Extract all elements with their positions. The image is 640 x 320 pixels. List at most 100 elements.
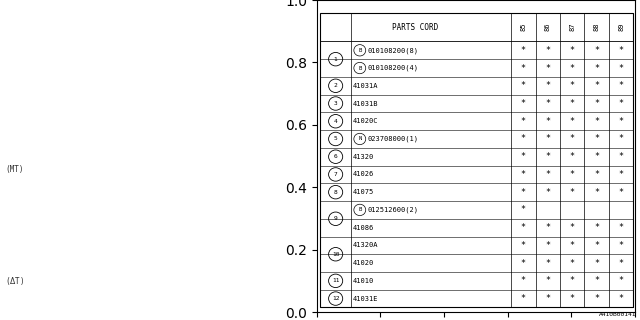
Text: 10: 10 bbox=[332, 252, 339, 257]
Text: 023708000(1): 023708000(1) bbox=[367, 136, 419, 142]
Text: *: * bbox=[521, 117, 526, 126]
Text: B: B bbox=[358, 48, 362, 53]
Text: *: * bbox=[521, 152, 526, 161]
Text: *: * bbox=[545, 170, 550, 179]
Text: 41031E: 41031E bbox=[353, 296, 378, 301]
Text: 12: 12 bbox=[332, 296, 339, 301]
Text: *: * bbox=[619, 223, 623, 232]
Text: *: * bbox=[570, 276, 575, 285]
Text: *: * bbox=[521, 99, 526, 108]
Text: *: * bbox=[570, 64, 575, 73]
Text: *: * bbox=[619, 170, 623, 179]
Text: 9: 9 bbox=[334, 216, 337, 221]
Text: *: * bbox=[570, 134, 575, 143]
Text: 41020C: 41020C bbox=[353, 118, 378, 124]
Text: 85: 85 bbox=[520, 23, 526, 31]
Text: *: * bbox=[545, 46, 550, 55]
Text: *: * bbox=[570, 152, 575, 161]
Text: 010108200(4): 010108200(4) bbox=[367, 65, 419, 71]
Text: *: * bbox=[619, 99, 623, 108]
Text: *: * bbox=[594, 117, 599, 126]
Text: 41320A: 41320A bbox=[353, 242, 378, 248]
Text: *: * bbox=[594, 81, 599, 90]
Text: *: * bbox=[594, 99, 599, 108]
Text: 41020: 41020 bbox=[353, 260, 374, 266]
Text: *: * bbox=[545, 134, 550, 143]
Text: *: * bbox=[570, 170, 575, 179]
Text: 010108200(8): 010108200(8) bbox=[367, 47, 419, 53]
Text: *: * bbox=[619, 81, 623, 90]
Text: *: * bbox=[570, 223, 575, 232]
Text: 11: 11 bbox=[332, 278, 339, 283]
Text: 87: 87 bbox=[569, 23, 575, 31]
Text: 41026: 41026 bbox=[353, 172, 374, 177]
Text: 88: 88 bbox=[594, 23, 600, 31]
Text: *: * bbox=[570, 294, 575, 303]
Text: *: * bbox=[545, 99, 550, 108]
Text: (MT): (MT) bbox=[5, 165, 24, 174]
Text: *: * bbox=[619, 134, 623, 143]
Text: 86: 86 bbox=[545, 23, 551, 31]
Text: *: * bbox=[594, 241, 599, 250]
Text: *: * bbox=[619, 259, 623, 268]
Text: *: * bbox=[619, 294, 623, 303]
Text: 89: 89 bbox=[618, 23, 624, 31]
Text: *: * bbox=[619, 46, 623, 55]
Text: *: * bbox=[545, 81, 550, 90]
Text: *: * bbox=[545, 188, 550, 197]
Text: 3: 3 bbox=[334, 101, 337, 106]
Text: *: * bbox=[545, 117, 550, 126]
Text: B: B bbox=[358, 207, 362, 212]
Text: *: * bbox=[594, 276, 599, 285]
Text: 1: 1 bbox=[334, 57, 337, 62]
Text: *: * bbox=[521, 205, 526, 214]
Text: ($\Delta$T): ($\Delta$T) bbox=[5, 275, 24, 287]
Text: *: * bbox=[594, 46, 599, 55]
Text: *: * bbox=[521, 46, 526, 55]
Text: 2: 2 bbox=[334, 83, 337, 88]
Text: *: * bbox=[545, 64, 550, 73]
Text: PARTS CORD: PARTS CORD bbox=[392, 22, 438, 31]
Text: *: * bbox=[521, 81, 526, 90]
Text: 41031A: 41031A bbox=[353, 83, 378, 89]
Text: *: * bbox=[570, 99, 575, 108]
Text: 5: 5 bbox=[334, 136, 337, 141]
Text: *: * bbox=[545, 259, 550, 268]
Text: *: * bbox=[619, 241, 623, 250]
Text: *: * bbox=[521, 188, 526, 197]
Text: 41320: 41320 bbox=[353, 154, 374, 160]
Text: *: * bbox=[570, 188, 575, 197]
Text: *: * bbox=[594, 223, 599, 232]
Text: *: * bbox=[545, 152, 550, 161]
Text: *: * bbox=[619, 64, 623, 73]
Text: 7: 7 bbox=[334, 172, 337, 177]
Text: A410B00141: A410B00141 bbox=[599, 312, 637, 317]
Text: *: * bbox=[521, 276, 526, 285]
Text: *: * bbox=[594, 188, 599, 197]
Text: *: * bbox=[521, 241, 526, 250]
Text: *: * bbox=[594, 152, 599, 161]
Text: *: * bbox=[570, 46, 575, 55]
Text: B: B bbox=[358, 66, 362, 70]
Text: 012512600(2): 012512600(2) bbox=[367, 207, 419, 213]
Text: 6: 6 bbox=[334, 154, 337, 159]
Text: *: * bbox=[570, 259, 575, 268]
Text: *: * bbox=[619, 152, 623, 161]
Text: *: * bbox=[594, 294, 599, 303]
Text: *: * bbox=[594, 64, 599, 73]
Text: 4: 4 bbox=[334, 119, 337, 124]
Text: *: * bbox=[521, 294, 526, 303]
Text: *: * bbox=[619, 276, 623, 285]
Text: *: * bbox=[545, 241, 550, 250]
Text: *: * bbox=[570, 241, 575, 250]
Text: *: * bbox=[619, 188, 623, 197]
Text: *: * bbox=[570, 117, 575, 126]
Text: 41075: 41075 bbox=[353, 189, 374, 195]
Text: *: * bbox=[545, 294, 550, 303]
Text: *: * bbox=[545, 276, 550, 285]
Text: 41031B: 41031B bbox=[353, 100, 378, 107]
Text: *: * bbox=[521, 134, 526, 143]
Text: *: * bbox=[594, 134, 599, 143]
Text: *: * bbox=[521, 259, 526, 268]
Text: N: N bbox=[358, 136, 362, 141]
